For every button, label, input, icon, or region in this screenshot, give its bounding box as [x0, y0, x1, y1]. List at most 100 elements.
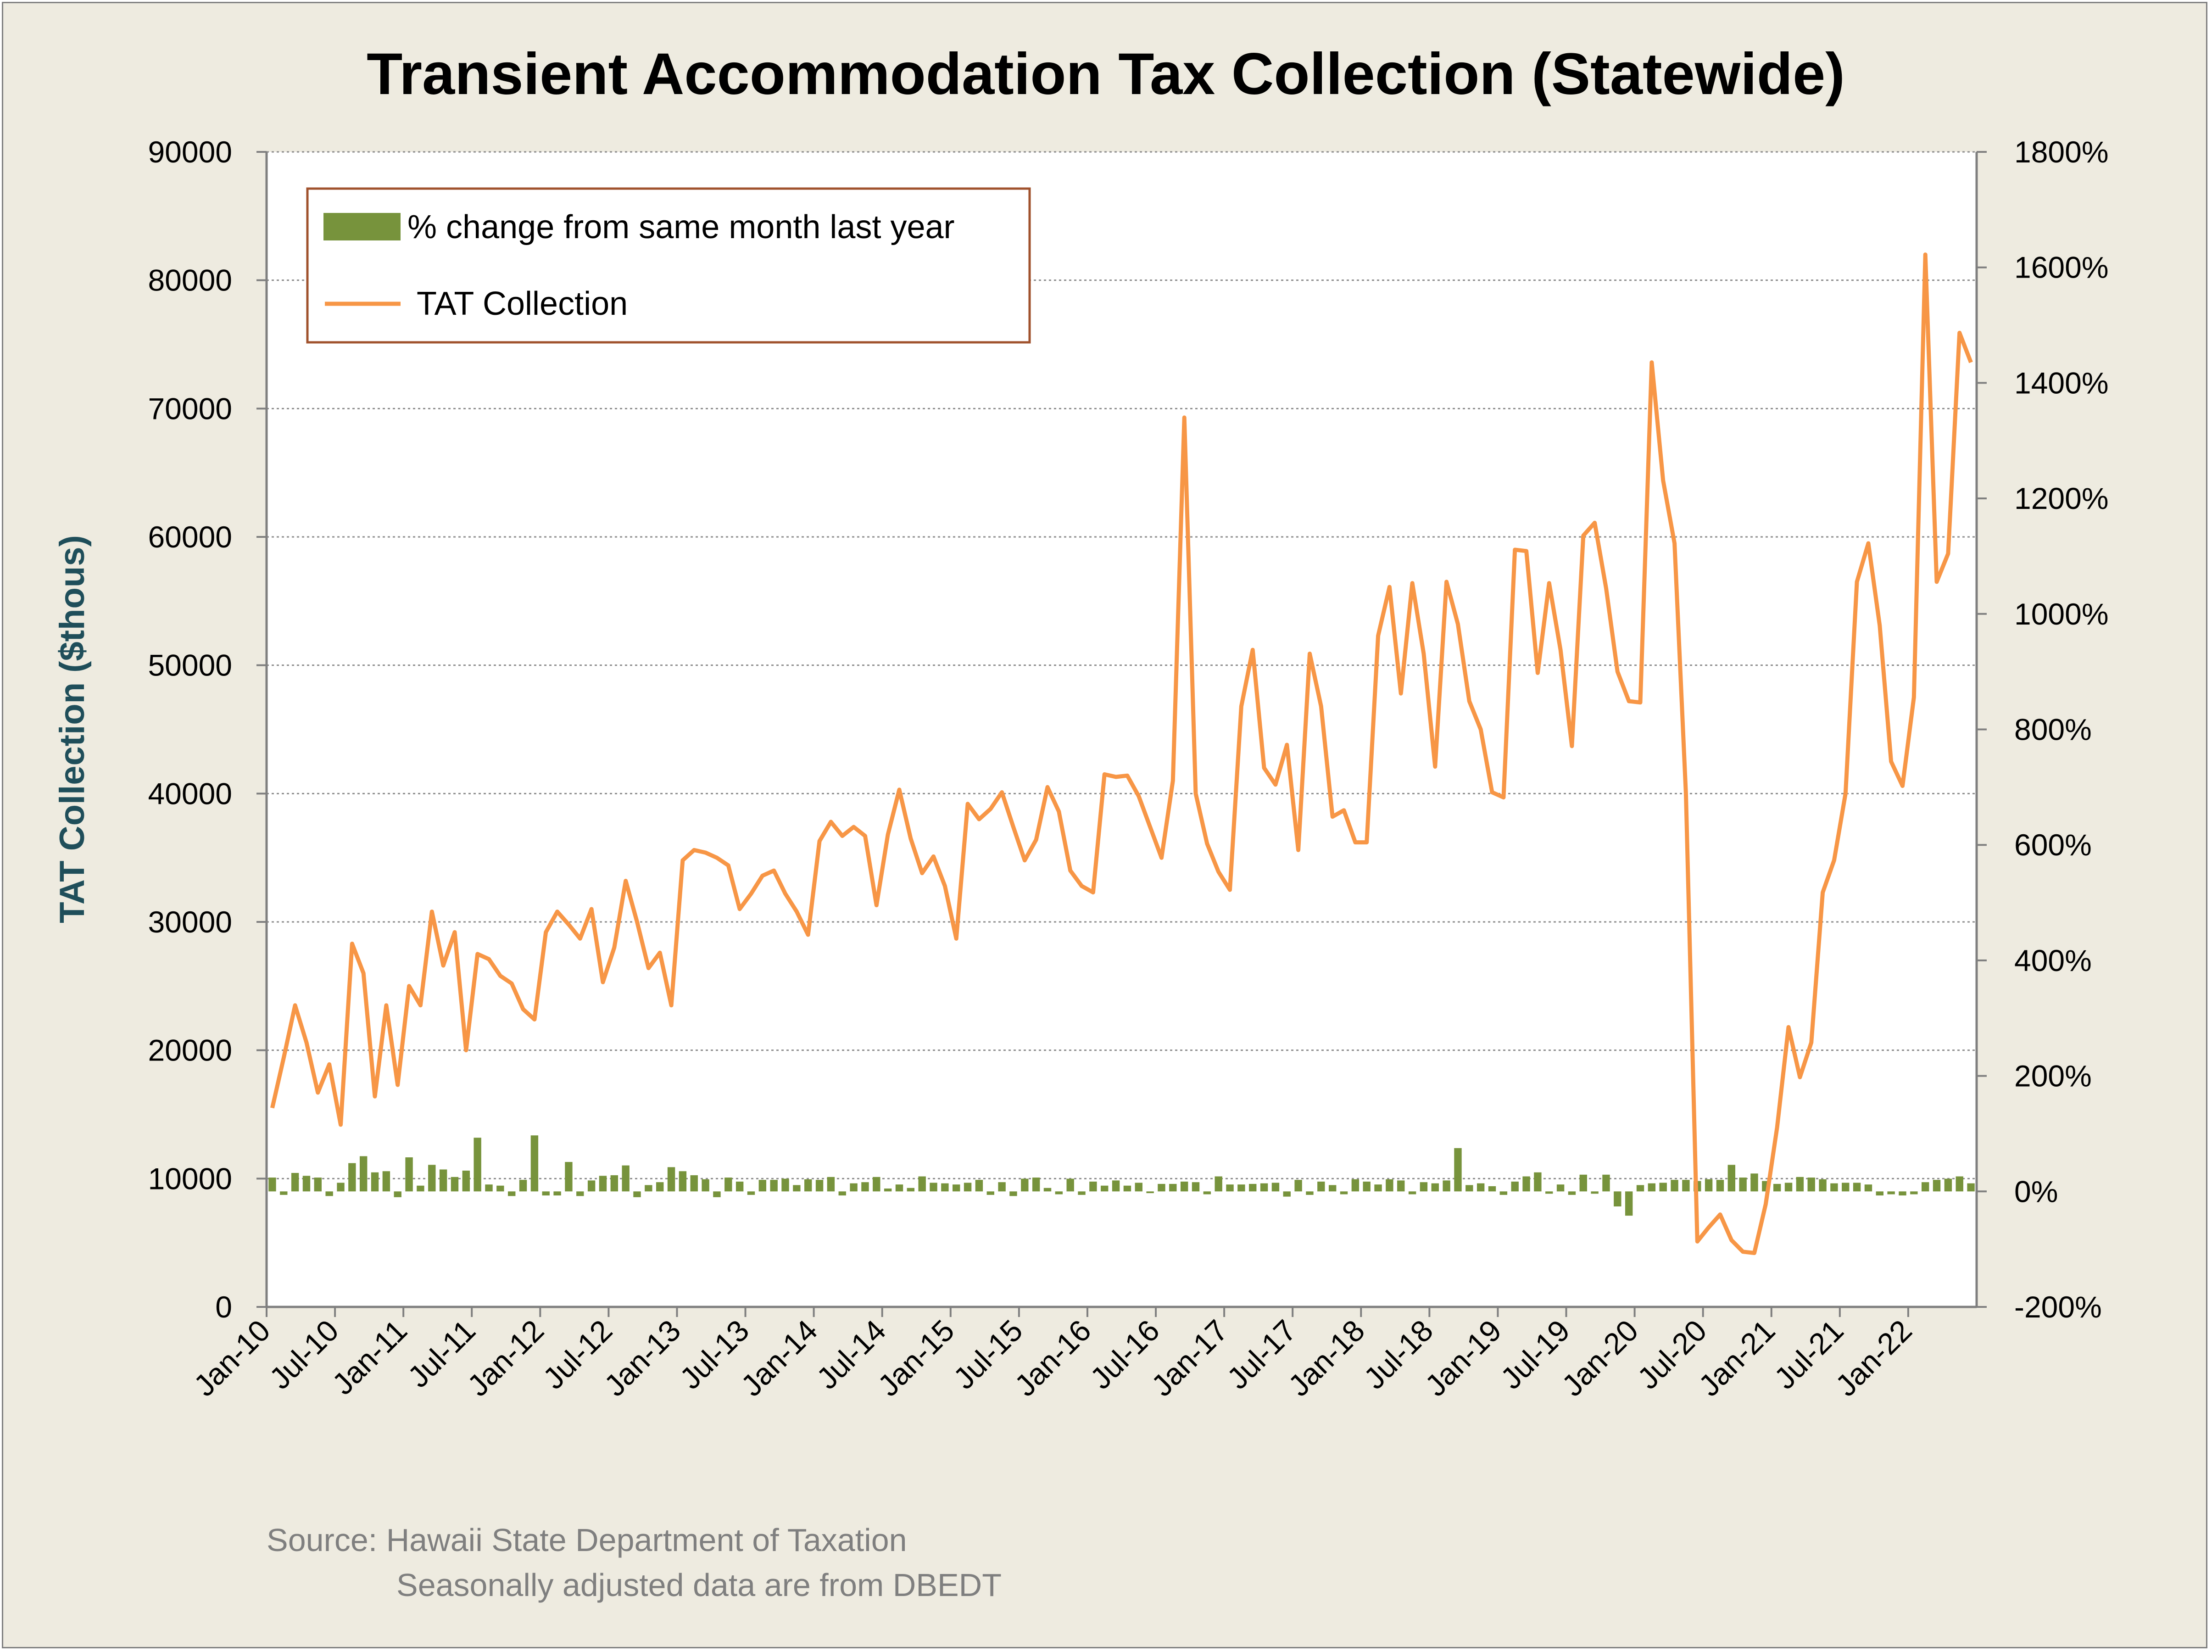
pct-change-bar	[1066, 1178, 1074, 1192]
y2-tick-label: 1400%	[2014, 366, 2109, 400]
pct-change-bar	[1602, 1174, 1610, 1192]
pct-change-bar	[1556, 1184, 1565, 1192]
pct-change-bar	[724, 1178, 732, 1192]
pct-change-bar	[1431, 1183, 1439, 1192]
pct-change-bar	[793, 1185, 801, 1192]
pct-change-bar	[1750, 1173, 1758, 1192]
pct-change-bar	[1351, 1179, 1360, 1192]
pct-change-bar	[1853, 1183, 1861, 1192]
y-tick-label: 10000	[148, 1161, 232, 1195]
pct-change-bar	[565, 1162, 573, 1192]
pct-change-bar	[1568, 1191, 1576, 1195]
y-tick-label: 90000	[148, 135, 232, 169]
source-line-2: Seasonally adjusted data are from DBEDT	[396, 1567, 1002, 1603]
pct-change-bar	[1773, 1183, 1781, 1192]
pct-change-bar	[702, 1179, 709, 1192]
pct-change-bar	[1887, 1191, 1895, 1194]
pct-change-bar	[599, 1176, 607, 1192]
pct-change-bar	[1591, 1191, 1599, 1194]
pct-change-bar	[1408, 1191, 1416, 1194]
chart-title: Transient Accommodation Tax Collection (…	[367, 41, 1845, 107]
pct-change-bar	[1032, 1178, 1040, 1192]
pct-change-bar	[667, 1167, 675, 1192]
pct-change-bar	[1465, 1185, 1473, 1192]
pct-change-bar	[1636, 1185, 1644, 1192]
pct-change-bar	[508, 1191, 516, 1196]
pct-change-bar	[930, 1183, 937, 1192]
pct-change-bar	[576, 1191, 584, 1196]
y2-tick-label: 1800%	[2014, 135, 2109, 169]
pct-change-bar	[884, 1189, 892, 1192]
x-tick-label: Jan-13	[597, 1313, 687, 1403]
pct-change-bar	[519, 1180, 527, 1192]
pct-change-bar	[1944, 1178, 1952, 1192]
legend-bar-swatch	[323, 213, 401, 240]
pct-change-bar	[291, 1173, 299, 1192]
pct-change-bar	[371, 1172, 379, 1192]
pct-change-bar	[941, 1183, 949, 1192]
pct-change-bar	[1784, 1183, 1793, 1192]
legend-bar-label: % change from same month last year	[407, 209, 955, 246]
pct-change-bar	[827, 1177, 835, 1192]
pct-change-bar	[1522, 1176, 1530, 1192]
pct-change-bar	[1739, 1178, 1747, 1192]
pct-change-bar	[656, 1182, 664, 1192]
pct-change-bar	[964, 1183, 972, 1192]
x-tick-label: Jan-15	[871, 1313, 961, 1403]
pct-change-bar	[770, 1180, 778, 1192]
pct-change-bar	[1910, 1191, 1918, 1194]
pct-change-bar	[1317, 1181, 1325, 1192]
x-tick-label: Jan-21	[1692, 1313, 1782, 1403]
pct-change-bar	[1089, 1181, 1097, 1192]
pct-change-bar	[1511, 1181, 1519, 1192]
pct-change-bar	[1625, 1191, 1633, 1216]
pct-change-bar	[622, 1165, 630, 1192]
pct-change-bar	[1545, 1191, 1553, 1194]
pct-change-bar	[747, 1191, 755, 1195]
pct-change-bar	[1876, 1191, 1884, 1196]
pct-change-bar	[1294, 1180, 1302, 1192]
pct-change-bar	[861, 1182, 869, 1192]
x-tick-label: Jan-22	[1829, 1313, 1918, 1403]
pct-change-bar	[1306, 1191, 1314, 1195]
pct-change-bar	[1807, 1178, 1815, 1192]
y2-tick-label: 1000%	[2014, 597, 2109, 631]
pct-change-bar	[496, 1185, 504, 1192]
pct-change-bar	[417, 1185, 424, 1192]
pct-change-bar	[587, 1180, 596, 1192]
pct-change-bar	[907, 1188, 915, 1192]
pct-change-bar	[268, 1178, 276, 1192]
pct-change-bar	[1716, 1180, 1724, 1192]
pct-change-bar	[1477, 1183, 1485, 1192]
pct-change-bar	[1043, 1188, 1052, 1192]
pct-change-bar	[1488, 1186, 1496, 1192]
pct-change-bar	[1192, 1182, 1200, 1192]
x-tick-label: Jan-18	[1282, 1313, 1371, 1403]
pct-change-bar	[462, 1170, 470, 1192]
y2-tick-label: 1600%	[2014, 251, 2109, 285]
pct-change-bar	[758, 1180, 767, 1192]
pct-change-bar	[1648, 1183, 1656, 1192]
pct-change-bar	[474, 1138, 481, 1192]
x-tick-label: Jan-17	[1145, 1313, 1234, 1403]
pct-change-bar	[1135, 1183, 1142, 1192]
left-axis-ticks: 90000 80000 70000 60000 50000 40000 30000 20000…	[148, 135, 267, 1324]
y-tick-label: 50000	[148, 648, 232, 682]
pct-change-bar	[1933, 1180, 1941, 1192]
pct-change-bar	[394, 1191, 401, 1197]
pct-change-bar	[1842, 1183, 1850, 1192]
pct-change-bar	[325, 1191, 333, 1196]
x-tick-label: Jan-19	[1418, 1313, 1508, 1403]
tat-collection-line	[270, 252, 1973, 1255]
pct-change-bar	[1397, 1180, 1405, 1192]
pct-change-bar	[359, 1156, 368, 1192]
pct-change-bar	[1363, 1181, 1371, 1192]
x-axis-ticks: Jan-10Jul-10Jan-11Jul-11Jan-12Jul-12Jan-…	[187, 1307, 1918, 1403]
pct-change-bar	[1009, 1191, 1017, 1196]
pct-change-bar	[679, 1171, 687, 1192]
pct-change-bar	[1249, 1183, 1257, 1192]
pct-change-bar	[1101, 1185, 1109, 1192]
pct-change-bar	[1328, 1185, 1337, 1192]
pct-change-bar	[633, 1191, 641, 1197]
